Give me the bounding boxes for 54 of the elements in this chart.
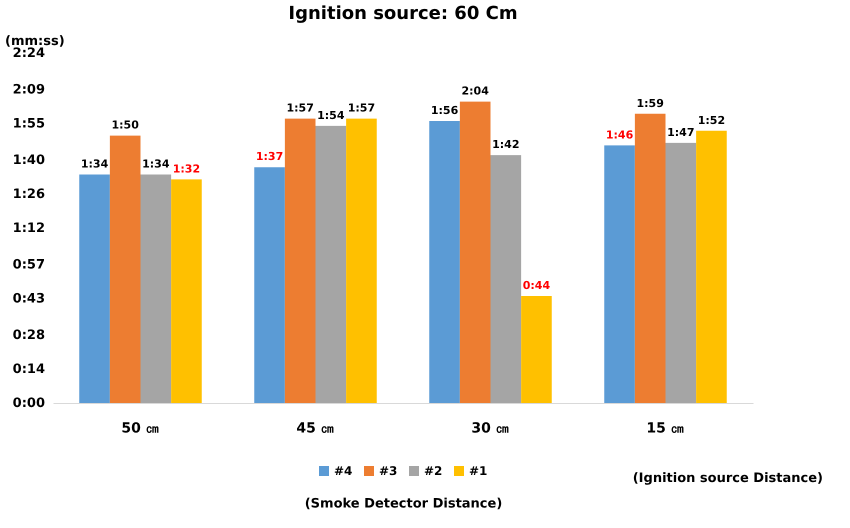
legend-label: #2 [424, 464, 442, 478]
y-tick-label: 1:12 [12, 221, 45, 236]
bar [171, 179, 202, 403]
bar [316, 126, 346, 403]
data-label: 1:34 [142, 158, 170, 171]
bar [110, 136, 140, 403]
bar [346, 118, 377, 403]
y-tick-label: 0:14 [12, 362, 45, 377]
data-label: 1:57 [286, 102, 314, 115]
x-tick-label: 45 ㎝ [296, 420, 335, 436]
y-tick-label: 1:26 [12, 186, 45, 202]
bar [79, 174, 110, 403]
bar [429, 121, 460, 403]
data-label: 1:37 [256, 150, 284, 164]
bar [460, 102, 490, 403]
data-label: 1:47 [667, 126, 694, 139]
legend-label: #3 [379, 464, 398, 478]
text: (Ignition source Distance) [632, 471, 823, 486]
x-tick-label: 30 ㎝ [471, 420, 510, 436]
bar [284, 118, 316, 403]
bar [254, 167, 285, 403]
data-label: 0:44 [522, 279, 550, 292]
data-label: 1:57 [348, 102, 376, 115]
data-label: 1:32 [172, 162, 200, 176]
x-tick-label: 50 ㎝ [121, 420, 160, 436]
x-tick-label: 15 ㎝ [646, 420, 685, 436]
bar [666, 142, 696, 403]
bar [634, 114, 666, 403]
y-tick-label: 1:40 [12, 152, 45, 168]
x-axis-title: (Smoke Detector Distance) [304, 496, 502, 512]
data-label: 1:50 [112, 118, 140, 132]
data-label: 1:42 [492, 138, 520, 152]
legend-label: #4 [334, 464, 352, 478]
data-label: 1:59 [636, 96, 664, 110]
data-label: 1:56 [430, 104, 459, 118]
y-tick-label: 2:24 [12, 46, 45, 61]
bar [521, 296, 552, 403]
data-label: 2:04 [462, 84, 490, 98]
data-label: 1:52 [698, 114, 726, 127]
bar [490, 155, 522, 403]
data-label: 1:34 [80, 158, 109, 171]
y-tick-label: 0:28 [12, 328, 45, 343]
y-tick-label: 0:43 [12, 291, 45, 306]
legend-label: #1 [469, 464, 488, 478]
chart-title: Ignition source: 60 Cm [288, 3, 518, 24]
data-label: 1:46 [606, 128, 634, 142]
y-tick-label: 0:00 [12, 396, 45, 411]
bar [140, 174, 172, 403]
bar [604, 145, 635, 403]
y-tick-label: 2:09 [12, 82, 45, 98]
bar [696, 130, 727, 403]
data-label: 1:54 [317, 108, 345, 122]
y-tick-label: 1:55 [12, 116, 45, 132]
y-tick-label: 0:57 [12, 257, 45, 272]
